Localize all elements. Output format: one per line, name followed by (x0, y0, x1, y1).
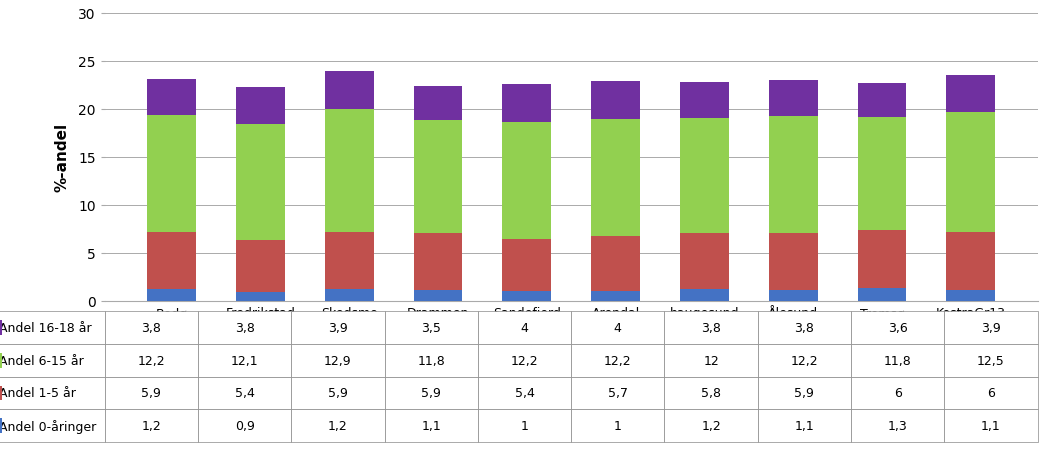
Bar (680, 83, 728, 119)
Bar (325, 290, 373, 301)
Bar (946, 76, 996, 113)
Bar (502, 291, 551, 301)
Bar (680, 119, 728, 234)
Bar (502, 239, 551, 291)
Y-axis label: %-andel: %-andel (54, 123, 70, 192)
Bar (325, 109, 373, 233)
Bar (591, 237, 640, 291)
Bar (769, 234, 817, 290)
Bar (769, 290, 817, 301)
Bar (414, 87, 462, 121)
Bar (414, 234, 462, 290)
Bar (502, 123, 551, 239)
Bar (325, 72, 373, 109)
Bar (502, 84, 551, 123)
Bar (591, 291, 640, 301)
Bar (147, 233, 196, 290)
Bar (236, 240, 285, 292)
Bar (414, 121, 462, 234)
Bar (946, 113, 996, 233)
Bar (325, 233, 373, 290)
Bar (147, 80, 196, 116)
Bar (857, 118, 907, 231)
Bar (857, 83, 907, 118)
Bar (769, 117, 817, 234)
Bar (591, 120, 640, 237)
Bar (946, 233, 996, 290)
Bar (147, 290, 196, 301)
Bar (591, 82, 640, 120)
Bar (680, 234, 728, 290)
Bar (236, 292, 285, 301)
Bar (857, 289, 907, 301)
Bar (147, 116, 196, 233)
Bar (236, 88, 285, 124)
Bar (946, 290, 996, 301)
Bar (236, 124, 285, 240)
Bar (769, 81, 817, 117)
Bar (857, 231, 907, 289)
Bar (680, 290, 728, 301)
Bar (414, 290, 462, 301)
